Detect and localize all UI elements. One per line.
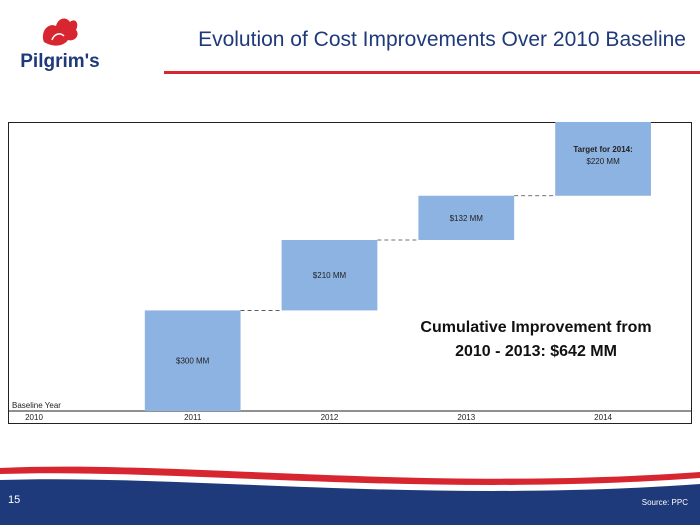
waterfall-bar-2013 xyxy=(418,195,515,241)
page-number: 15 xyxy=(8,494,21,506)
bar-label-2011: $300 MM xyxy=(176,357,210,366)
waterfall-chart: 2010 2011 2012 2013 2014 Baseline Year $300 MM… xyxy=(8,122,692,422)
brand-wordmark: Pilgrim's xyxy=(20,51,100,72)
chart-frame xyxy=(8,122,692,424)
footer-navy-band xyxy=(0,479,700,525)
source-note: Source: PPC xyxy=(641,498,688,507)
pilgrims-logo: Pilgrim's xyxy=(14,12,106,76)
bar-label-prefix-2014: Target for 2014: xyxy=(573,145,632,154)
callout-line-2: 2010 - 2013: $642 MM xyxy=(455,343,617,360)
x-tick-label-2010: 2010 xyxy=(25,413,43,422)
cumulative-callout: Cumulative Improvement from 2010 - 2013:… xyxy=(392,316,680,364)
baseline-year-label: Baseline Year xyxy=(12,401,61,410)
page-title: Evolution of Cost Improvements Over 2010… xyxy=(198,28,686,51)
footer-banner xyxy=(0,466,700,525)
bar-label-2012: $210 MM xyxy=(313,271,347,280)
bar-label-2014: $220 MM xyxy=(586,157,620,166)
x-tick-label-2013: 2013 xyxy=(457,413,475,422)
x-tick-label-2011: 2011 xyxy=(184,413,202,422)
title-underline xyxy=(164,71,700,74)
bar-label-2013: $132 MM xyxy=(450,214,484,223)
waterfall-bar-2011 xyxy=(144,310,241,411)
x-tick-label-2014: 2014 xyxy=(594,413,612,422)
x-tick-label-2012: 2012 xyxy=(321,413,339,422)
waterfall-bar-2014 xyxy=(555,122,651,196)
waterfall-bar-2012 xyxy=(281,240,378,311)
callout-line-1: Cumulative Improvement from xyxy=(420,319,652,336)
rooster-icon xyxy=(42,18,78,46)
